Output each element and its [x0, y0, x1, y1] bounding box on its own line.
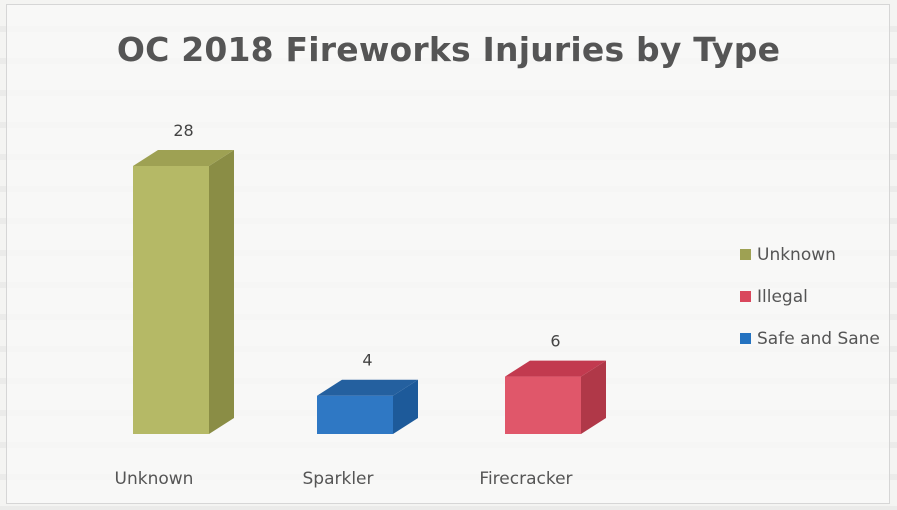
data-label: 6 [550, 332, 560, 351]
legend-swatch [740, 249, 751, 260]
legend-swatch [740, 333, 751, 344]
bar-front-face [133, 166, 209, 434]
chart-legend: Unknown Illegal Safe and Sane [740, 244, 880, 370]
data-label: 28 [173, 121, 193, 140]
legend-swatch [740, 291, 751, 302]
bar-side-face [581, 360, 606, 434]
legend-label: Illegal [757, 286, 808, 307]
bar-front-face [317, 395, 393, 434]
bar-top-face [505, 360, 606, 377]
bar-top-face [317, 379, 418, 396]
bar-sparkler [317, 379, 418, 434]
legend-item: Unknown [740, 244, 880, 265]
legend-label: Unknown [757, 244, 836, 265]
bar-side-face [393, 379, 418, 434]
data-label: 4 [362, 351, 372, 370]
category-label: Unknown [115, 469, 194, 489]
bar-top-face [133, 150, 234, 166]
bar-firecracker [505, 360, 606, 434]
chart-title: OC 2018 Fireworks Injuries by Type [116, 30, 781, 69]
legend-item: Illegal [740, 286, 880, 307]
bar-unknown [133, 150, 234, 434]
legend-label: Safe and Sane [757, 328, 880, 349]
bar-front-face [505, 376, 581, 434]
category-label: Firecracker [479, 469, 572, 489]
bar-side-face [209, 150, 234, 434]
category-label: Sparkler [302, 469, 373, 489]
legend-item: Safe and Sane [740, 328, 880, 349]
